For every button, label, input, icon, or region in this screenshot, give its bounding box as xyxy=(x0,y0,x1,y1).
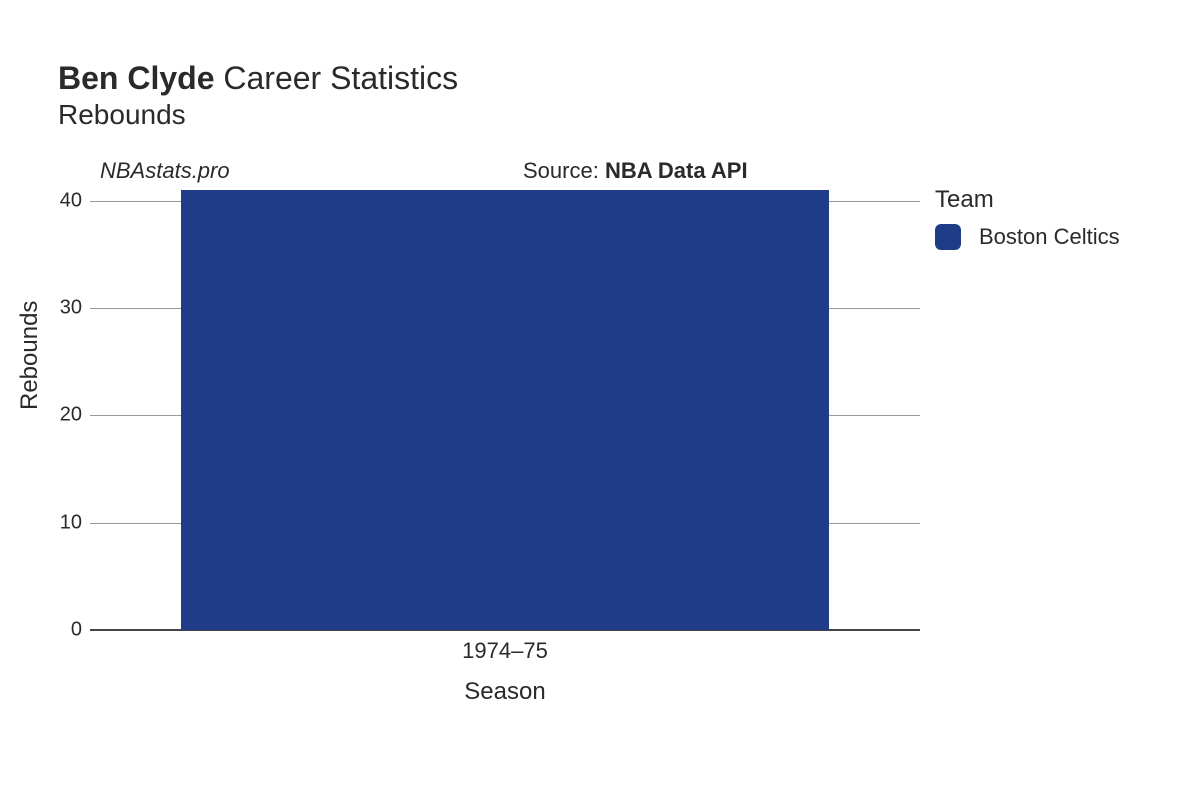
legend-item: Boston Celtics xyxy=(935,224,1120,250)
y-tick-label: 20 xyxy=(22,404,82,427)
source-prefix: Source: xyxy=(523,158,605,183)
y-tick-label: 30 xyxy=(22,297,82,320)
legend: Team Boston Celtics xyxy=(935,186,1120,250)
title-suffix: Career Statistics xyxy=(223,60,458,96)
x-axis-title: Season xyxy=(90,678,920,706)
chart-title-line1: Ben Clyde Career Statistics xyxy=(58,60,458,97)
site-attribution: NBAstats.pro xyxy=(100,158,230,184)
chart-title-metric: Rebounds xyxy=(58,99,458,131)
player-name: Ben Clyde xyxy=(58,60,214,96)
legend-item-label: Boston Celtics xyxy=(979,224,1120,250)
y-tick-label: 10 xyxy=(22,511,82,534)
bar-chart-plot: 0102030401974–75 xyxy=(90,190,920,630)
y-tick-label: 0 xyxy=(22,619,82,642)
y-tick-label: 40 xyxy=(22,189,82,212)
source-attribution: Source: NBA Data API xyxy=(523,158,748,184)
legend-swatch xyxy=(935,224,961,250)
x-tick-label: 1974–75 xyxy=(462,638,548,664)
chart-title-block: Ben Clyde Career Statistics Rebounds xyxy=(58,60,458,131)
source-name: NBA Data API xyxy=(605,158,748,183)
bar xyxy=(181,190,828,630)
plot-area xyxy=(90,190,920,630)
legend-items: Boston Celtics xyxy=(935,224,1120,250)
legend-title: Team xyxy=(935,186,1120,214)
